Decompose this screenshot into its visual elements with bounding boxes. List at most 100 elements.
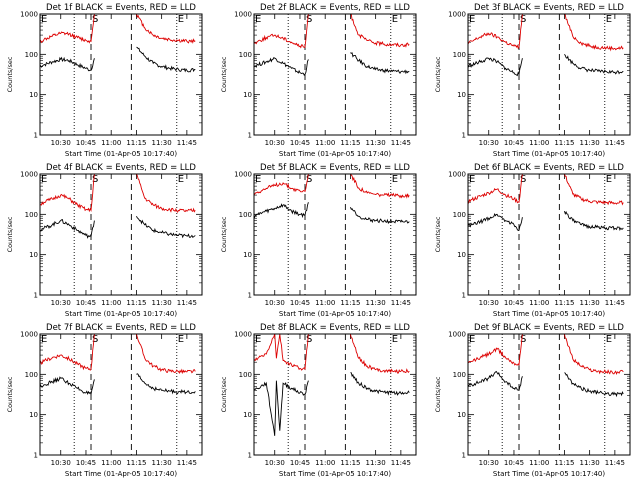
x-tick-label: 11:15 [126,139,146,147]
marker-s: S [92,14,98,25]
x-tick-label: 11:15 [554,299,574,307]
x-tick-label: 11:30 [366,299,386,307]
events-series-line [136,215,196,239]
plot-frame [467,333,631,456]
x-axis-label: Start Time (01-Apr-05 10:17:40) [493,470,605,478]
lld-series-line [135,334,196,375]
marker-e-end: E [606,14,612,25]
x-tick-label: 11:00 [315,299,335,307]
x-tick-label: 11:00 [315,139,335,147]
y-axis-label: Counts/sec [434,376,442,412]
x-tick-label: 11:30 [366,459,386,467]
y-tick-label: 1 [462,132,466,140]
x-tick-label: 10:30 [265,459,285,467]
marker-e-end: E [178,174,184,185]
marker-e-start: E [469,334,475,345]
lld-series-line [254,174,309,196]
lld-series-line [350,14,410,48]
y-tick-label: 1000 [20,11,38,19]
marker-s: S [520,334,526,345]
x-axis-label: Start Time (01-Apr-05 10:17:40) [65,310,177,318]
events-series-line [563,210,624,231]
chart-title: Det 7f BLACK = Events, RED = LLD [46,323,196,333]
x-tick-label: 11:30 [152,299,172,307]
x-tick-label: 11:00 [101,299,121,307]
marker-e-start: E [255,334,261,345]
y-tick-label: 1 [462,452,466,460]
y-tick-label: 1 [34,292,38,300]
marker-e-end: E [392,174,398,185]
events-series-line [350,52,410,75]
lld-series-line [563,174,624,206]
x-tick-label: 10:30 [265,139,285,147]
events-series-line [40,56,95,72]
chart-panel: Det 1f BLACK = Events, RED = LLD Counts/s… [6,3,203,158]
events-series-line [136,373,196,395]
x-tick-label: 11:45 [605,459,625,467]
lld-series-line [468,334,523,367]
y-tick-label: 1000 [448,331,466,339]
lld-series-line [468,174,523,204]
events-series-line [40,219,95,239]
x-tick-label: 11:00 [315,459,335,467]
marker-e-start: E [469,174,475,185]
y-tick-label: 100 [25,51,38,59]
x-tick-label: 10:30 [479,139,499,147]
events-series-line [136,46,196,73]
y-axis-label: Counts/sec [220,216,228,252]
marker-e-end: E [178,14,184,25]
x-axis-label: Start Time (01-Apr-05 10:17:40) [493,150,605,158]
y-tick-label: 1 [248,452,252,460]
x-tick-label: 11:45 [605,139,625,147]
chart-title: Det 4f BLACK = Events, RED = LLD [46,163,196,173]
x-tick-label: 10:45 [76,459,96,467]
events-series-line [564,54,624,75]
chart-panel: Det 6f BLACK = Events, RED = LLD Counts/s… [434,163,631,318]
marker-e-start: E [469,14,475,25]
y-tick-label: 100 [453,211,466,219]
x-tick-label: 10:45 [290,299,310,307]
x-tick-label: 10:45 [290,139,310,147]
chart-panel: Det 7f BLACK = Events, RED = LLD Counts/s… [6,323,203,478]
plot-frame [253,13,417,136]
chart-panel: Det 8f BLACK = Events, RED = LLD Counts/s… [220,323,417,478]
chart-title: Det 2f BLACK = Events, RED = LLD [260,3,410,13]
x-axis-label: Start Time (01-Apr-05 10:17:40) [493,310,605,318]
plot-frame [39,333,203,456]
marker-e-start: E [41,334,47,345]
y-tick-label: 1000 [234,331,252,339]
y-tick-label: 10 [29,251,38,259]
x-tick-label: 11:00 [101,459,121,467]
y-axis-label: Counts/sec [6,376,14,412]
marker-s: S [306,14,312,25]
x-tick-label: 10:30 [479,299,499,307]
x-tick-label: 11:15 [340,139,360,147]
x-tick-label: 11:00 [529,139,549,147]
x-tick-label: 11:00 [529,299,549,307]
y-axis-label: Counts/sec [220,56,228,92]
y-tick-label: 10 [243,411,252,419]
x-tick-label: 11:45 [177,459,197,467]
chart-panel: Det 9f BLACK = Events, RED = LLD Counts/s… [434,323,631,478]
lld-series-line [136,174,196,213]
y-tick-label: 1000 [234,171,252,179]
lld-series-line [350,174,410,199]
x-axis-label: Start Time (01-Apr-05 10:17:40) [65,150,177,158]
x-tick-label: 10:30 [265,299,285,307]
y-axis-label: Counts/sec [434,216,442,252]
x-tick-label: 11:30 [580,459,600,467]
y-tick-label: 10 [457,91,466,99]
y-axis-label: Counts/sec [6,56,14,92]
x-tick-label: 10:45 [504,459,524,467]
lld-series-line [563,334,624,375]
x-tick-label: 10:30 [51,139,71,147]
plot-frame [39,13,203,136]
y-axis-label: Counts/sec [434,56,442,92]
x-tick-label: 10:45 [76,299,96,307]
x-tick-label: 11:30 [580,139,600,147]
events-series-line [254,202,309,219]
y-tick-label: 1 [248,132,252,140]
chart-panel: Det 3f BLACK = Events, RED = LLD Counts/s… [434,3,631,158]
plot-frame [467,13,631,136]
chart-panel: Det 5f BLACK = Events, RED = LLD Counts/s… [220,163,417,318]
